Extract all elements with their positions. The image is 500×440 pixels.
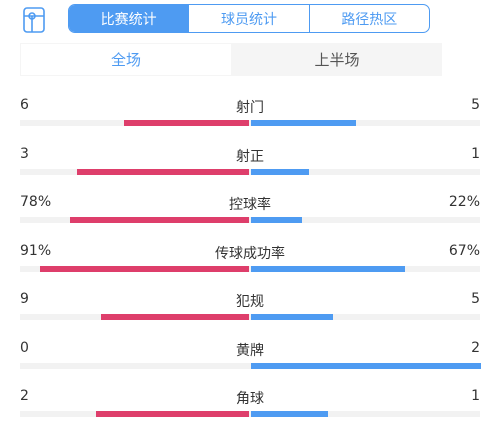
home-bar bbox=[123, 120, 249, 126]
main-tabs: 比赛统计 球员统计 路径热区 bbox=[68, 4, 430, 33]
bar-track bbox=[20, 411, 480, 417]
bar-track bbox=[20, 217, 480, 223]
away-value: 67% bbox=[448, 243, 480, 259]
away-bar bbox=[251, 169, 309, 175]
home-value: 91% bbox=[20, 243, 52, 259]
home-bar bbox=[39, 266, 249, 272]
away-bar bbox=[251, 266, 406, 272]
home-value: 78% bbox=[20, 194, 52, 210]
stat-row: 0 黄牌 2 bbox=[0, 340, 500, 380]
stat-label: 控球率 bbox=[229, 197, 271, 213]
stat-row: 78% 控球率 22% bbox=[0, 194, 500, 234]
home-value: 0 bbox=[20, 340, 29, 356]
away-value: 1 bbox=[471, 388, 480, 404]
stat-label: 射正 bbox=[236, 149, 264, 165]
home-bar bbox=[76, 169, 249, 175]
away-value: 1 bbox=[471, 146, 480, 162]
stat-row: 91% 传球成功率 67% bbox=[0, 243, 500, 283]
stat-row: 6 射门 5 bbox=[0, 97, 500, 137]
home-bar bbox=[69, 217, 249, 223]
home-value: 6 bbox=[20, 97, 29, 113]
home-value: 2 bbox=[20, 388, 29, 404]
stat-label: 角球 bbox=[236, 391, 264, 407]
tab-heatmap[interactable]: 路径热区 bbox=[341, 11, 398, 28]
away-bar bbox=[251, 120, 356, 126]
away-value: 22% bbox=[448, 194, 480, 210]
bar-track bbox=[20, 363, 480, 369]
stat-row: 3 射正 1 bbox=[0, 146, 500, 186]
tab-full-match[interactable]: 全场 bbox=[21, 44, 231, 75]
home-bar bbox=[95, 411, 249, 417]
app-icon[interactable] bbox=[22, 6, 46, 34]
bar-track bbox=[20, 120, 480, 126]
tab-match-stats[interactable]: 比赛统计 bbox=[69, 5, 190, 32]
away-bar bbox=[251, 217, 302, 223]
stat-label: 射门 bbox=[236, 100, 264, 116]
home-bar bbox=[101, 314, 249, 320]
stat-row: 9 犯规 5 bbox=[0, 291, 500, 331]
away-bar bbox=[251, 314, 334, 320]
tab-player-stats[interactable]: 球员统计 bbox=[189, 5, 310, 32]
away-value: 5 bbox=[471, 291, 480, 307]
bar-track bbox=[20, 314, 480, 320]
stat-label: 传球成功率 bbox=[215, 246, 285, 262]
home-value: 3 bbox=[20, 146, 29, 162]
away-bar bbox=[251, 411, 328, 417]
bar-track bbox=[20, 266, 480, 272]
away-bar bbox=[251, 363, 481, 369]
tab-first-half[interactable]: 上半场 bbox=[314, 51, 360, 69]
home-value: 9 bbox=[20, 291, 29, 307]
stat-label: 黄牌 bbox=[236, 343, 264, 359]
stat-row: 2 角球 1 bbox=[0, 388, 500, 428]
stat-label: 犯规 bbox=[236, 294, 264, 310]
bar-track bbox=[20, 169, 480, 175]
away-value: 5 bbox=[471, 97, 480, 113]
away-value: 2 bbox=[471, 340, 480, 356]
period-tabs: 全场 上半场 bbox=[20, 43, 442, 76]
